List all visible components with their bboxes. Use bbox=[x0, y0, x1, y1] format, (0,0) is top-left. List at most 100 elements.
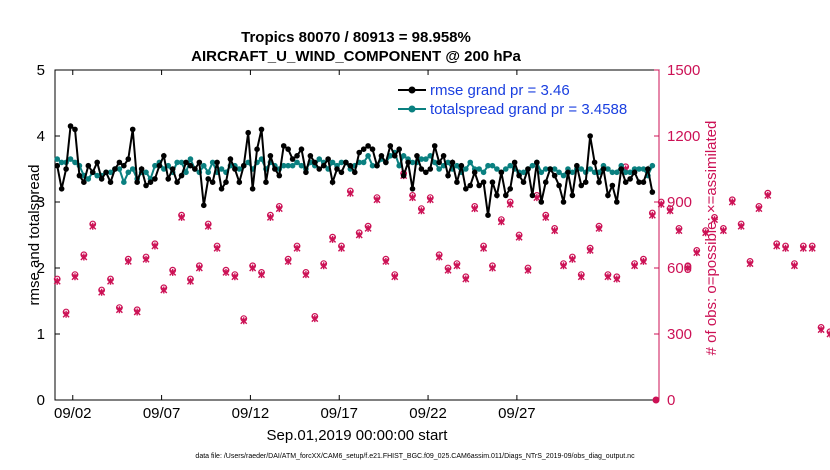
obs-assimilated-point bbox=[560, 262, 568, 270]
y-tick-label-right: 300 bbox=[667, 326, 692, 343]
rmse-point bbox=[249, 186, 256, 192]
obs-assimilated-point bbox=[240, 317, 248, 325]
obs-assimilated-point bbox=[764, 191, 772, 199]
spread-point bbox=[556, 169, 562, 176]
rmse-point bbox=[227, 156, 234, 162]
rmse-point bbox=[396, 146, 402, 152]
obs-assimilated-point bbox=[693, 249, 701, 257]
spread-point bbox=[298, 162, 305, 169]
y-tick-label-right: 1200 bbox=[667, 128, 700, 145]
rmse-point bbox=[169, 166, 176, 172]
rmse-point bbox=[280, 143, 287, 149]
obs-assimilated-point bbox=[515, 233, 523, 241]
obs-assimilated-point bbox=[178, 213, 186, 221]
obs-assimilated-point bbox=[151, 242, 159, 250]
spread-point bbox=[116, 166, 123, 172]
y-tick-label-left: 1 bbox=[37, 326, 45, 343]
rmse-point bbox=[161, 153, 167, 159]
spread-point bbox=[129, 166, 136, 172]
spread-point bbox=[152, 162, 158, 169]
obs-assimilated-point bbox=[488, 264, 496, 272]
obs-assimilated-point bbox=[329, 235, 337, 243]
rmse-point bbox=[618, 166, 625, 172]
legend-spread-marker bbox=[408, 105, 416, 113]
obs-assimilated-point bbox=[639, 257, 647, 265]
y-axis-label-right: # of obs: o=possible; ×=assimilated bbox=[703, 121, 720, 356]
obs-assimilated-point bbox=[222, 268, 230, 276]
rmse-point bbox=[436, 159, 442, 166]
rmse-point bbox=[143, 182, 149, 189]
rmse-point bbox=[236, 179, 243, 185]
obs-assimilated-point bbox=[453, 262, 461, 270]
legend-rmse-marker bbox=[408, 86, 416, 94]
spread-point bbox=[125, 169, 132, 176]
obs-assimilated-point bbox=[355, 231, 363, 239]
spread-point bbox=[529, 162, 536, 169]
rmse-point bbox=[240, 162, 247, 169]
spread-point bbox=[609, 169, 616, 176]
obs-assimilated-point bbox=[462, 275, 470, 283]
rmse-point bbox=[369, 146, 376, 152]
rmse-point bbox=[67, 123, 74, 129]
rmse-point bbox=[574, 162, 580, 169]
y-tick-label-right: 0 bbox=[667, 392, 675, 409]
spread-point bbox=[489, 162, 496, 169]
rmse-point bbox=[254, 146, 260, 152]
spread-point bbox=[409, 159, 416, 166]
rmse-point bbox=[347, 162, 354, 169]
obs-assimilated-point bbox=[746, 260, 754, 268]
obs-assimilated-point bbox=[107, 277, 115, 285]
y-tick-label-left: 4 bbox=[37, 128, 45, 145]
spread-point bbox=[649, 162, 656, 169]
rmse-point bbox=[72, 126, 78, 133]
y-tick-label-right: 1500 bbox=[667, 62, 700, 79]
obs-assimilated-point bbox=[249, 264, 257, 272]
rmse-point bbox=[307, 153, 314, 159]
obs-layer bbox=[53, 163, 830, 404]
rmse-point bbox=[387, 143, 394, 149]
obs-assimilated-point bbox=[124, 257, 132, 265]
rmse-point bbox=[458, 162, 465, 169]
obs-assimilated-point bbox=[524, 266, 532, 274]
obs-assimilated-point bbox=[808, 244, 816, 252]
spread-point bbox=[396, 162, 402, 169]
obs-assimilated-point bbox=[417, 207, 425, 215]
spread-point bbox=[54, 156, 61, 162]
spread-point bbox=[542, 166, 549, 172]
obs-assimilated-point bbox=[666, 207, 674, 215]
rmse-point bbox=[121, 162, 127, 169]
obs-assimilated-point bbox=[213, 244, 221, 252]
rmse-point bbox=[520, 179, 527, 185]
obs-assimilated-point bbox=[293, 244, 301, 252]
chart-title-line2: AIRCRAFT_U_WIND_COMPONENT @ 200 hPa bbox=[191, 48, 521, 65]
obs-assimilated-point bbox=[702, 229, 710, 237]
rmse-point bbox=[276, 172, 283, 179]
rmse-point bbox=[445, 172, 451, 179]
x-tick-label: 09/02 bbox=[54, 405, 92, 422]
rmse-point bbox=[152, 176, 158, 182]
spread-point bbox=[640, 166, 647, 172]
obs-assimilated-point bbox=[435, 253, 443, 261]
rmse-point bbox=[209, 179, 216, 185]
rmse-point bbox=[329, 179, 336, 185]
rmse-point bbox=[298, 146, 305, 152]
rmse-point bbox=[94, 159, 100, 166]
obs-assimilated-point bbox=[169, 268, 177, 276]
rmse-point bbox=[640, 179, 647, 185]
spread-point bbox=[360, 159, 367, 166]
rmse-point bbox=[378, 153, 385, 159]
obs-assimilated-point bbox=[391, 273, 399, 281]
obs-assimilated-point bbox=[577, 273, 585, 281]
spread-point bbox=[329, 159, 336, 166]
spread-point bbox=[200, 162, 207, 169]
spread-point bbox=[569, 169, 576, 176]
spread-point bbox=[502, 166, 509, 172]
spread-point bbox=[436, 166, 442, 172]
obs-assimilated-point bbox=[275, 205, 283, 213]
legend-rmse-label: rmse grand pr = 3.46 bbox=[430, 82, 570, 99]
y-tick-label-right: 900 bbox=[667, 194, 692, 211]
obs-assimilated-point bbox=[346, 189, 354, 197]
spread-point bbox=[551, 166, 558, 172]
obs-assimilated-point bbox=[409, 194, 417, 202]
rmse-point bbox=[440, 153, 447, 159]
